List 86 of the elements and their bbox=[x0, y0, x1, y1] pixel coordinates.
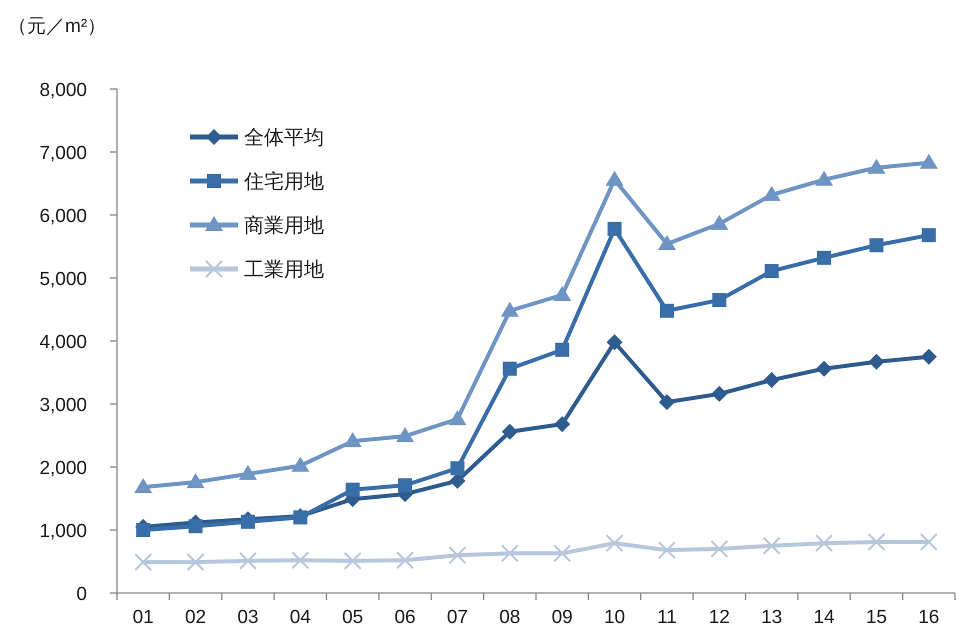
point bbox=[711, 386, 728, 402]
point bbox=[500, 302, 519, 317]
point bbox=[186, 473, 205, 488]
x-tick-label: 01 bbox=[132, 607, 154, 628]
x-tick-label: 10 bbox=[604, 607, 626, 628]
x-tick-label: 05 bbox=[342, 607, 364, 628]
y-tick-label: 1,000 bbox=[39, 521, 87, 542]
x-tick-label: 09 bbox=[552, 607, 573, 628]
point bbox=[398, 478, 412, 492]
y-tick-label: 3,000 bbox=[39, 395, 87, 416]
point bbox=[815, 534, 834, 552]
point bbox=[608, 222, 622, 236]
point bbox=[240, 514, 255, 529]
point bbox=[134, 478, 152, 494]
point bbox=[188, 519, 203, 534]
point bbox=[815, 170, 834, 186]
point bbox=[346, 482, 360, 497]
point bbox=[764, 264, 779, 278]
point bbox=[920, 532, 938, 551]
point bbox=[553, 544, 572, 562]
point bbox=[816, 360, 832, 377]
x-tick-label: 08 bbox=[499, 607, 520, 628]
point bbox=[867, 158, 886, 174]
point bbox=[555, 342, 570, 357]
point bbox=[500, 544, 519, 562]
point bbox=[396, 551, 414, 570]
x-tick-label: 13 bbox=[761, 607, 782, 628]
x-tick-label: 14 bbox=[813, 607, 836, 628]
x-tick-label: 03 bbox=[237, 607, 259, 628]
point bbox=[710, 540, 728, 558]
legend-label: 商業用地 bbox=[244, 215, 324, 237]
point bbox=[448, 546, 466, 564]
y-tick-label: 4,000 bbox=[39, 332, 87, 353]
y-tick-label: 5,000 bbox=[39, 269, 87, 290]
point bbox=[448, 410, 466, 426]
point bbox=[186, 553, 205, 572]
y-tick-label: 6,000 bbox=[39, 206, 87, 227]
point bbox=[450, 461, 464, 476]
point bbox=[868, 354, 884, 370]
point bbox=[344, 432, 362, 448]
point bbox=[764, 372, 780, 388]
point bbox=[762, 536, 781, 555]
x-tick-label: 07 bbox=[446, 607, 468, 628]
point bbox=[396, 427, 414, 442]
point bbox=[920, 348, 937, 365]
x-tick-label: 16 bbox=[918, 607, 940, 628]
legend-label: 工業用地 bbox=[244, 259, 324, 281]
legend-label: 住宅用地 bbox=[243, 170, 324, 193]
point bbox=[658, 394, 675, 410]
point bbox=[502, 424, 518, 440]
point bbox=[553, 286, 572, 302]
point bbox=[238, 464, 257, 480]
point bbox=[658, 541, 676, 560]
point bbox=[660, 304, 674, 318]
legend-label: 全体平均 bbox=[244, 127, 324, 149]
point bbox=[867, 532, 886, 551]
x-tick-label: 04 bbox=[290, 607, 312, 628]
point bbox=[134, 553, 152, 572]
y-axis-title: （元／m²） bbox=[8, 16, 106, 37]
y-tick-label: 8,000 bbox=[39, 80, 87, 101]
point bbox=[291, 456, 310, 472]
point bbox=[606, 534, 624, 552]
point bbox=[922, 228, 936, 242]
point bbox=[817, 250, 832, 265]
y-tick-label: 7,000 bbox=[39, 143, 87, 164]
y-tick-label: 0 bbox=[76, 584, 87, 605]
point bbox=[658, 234, 676, 250]
x-tick-label: 12 bbox=[708, 607, 730, 628]
x-tick-label: 15 bbox=[866, 607, 888, 628]
point bbox=[554, 416, 570, 432]
y-tick-label: 2,000 bbox=[39, 458, 87, 479]
point bbox=[238, 552, 257, 570]
point bbox=[712, 293, 726, 308]
point bbox=[291, 551, 310, 570]
point bbox=[920, 154, 938, 169]
point bbox=[502, 362, 517, 376]
point bbox=[869, 238, 884, 252]
x-tick-label: 06 bbox=[394, 607, 416, 628]
point bbox=[136, 523, 150, 537]
point bbox=[606, 170, 624, 186]
x-tick-label: 02 bbox=[184, 607, 206, 628]
point bbox=[344, 552, 362, 570]
point bbox=[710, 214, 728, 230]
point bbox=[606, 334, 623, 350]
x-tick-label: 11 bbox=[657, 607, 677, 628]
point bbox=[762, 186, 781, 201]
